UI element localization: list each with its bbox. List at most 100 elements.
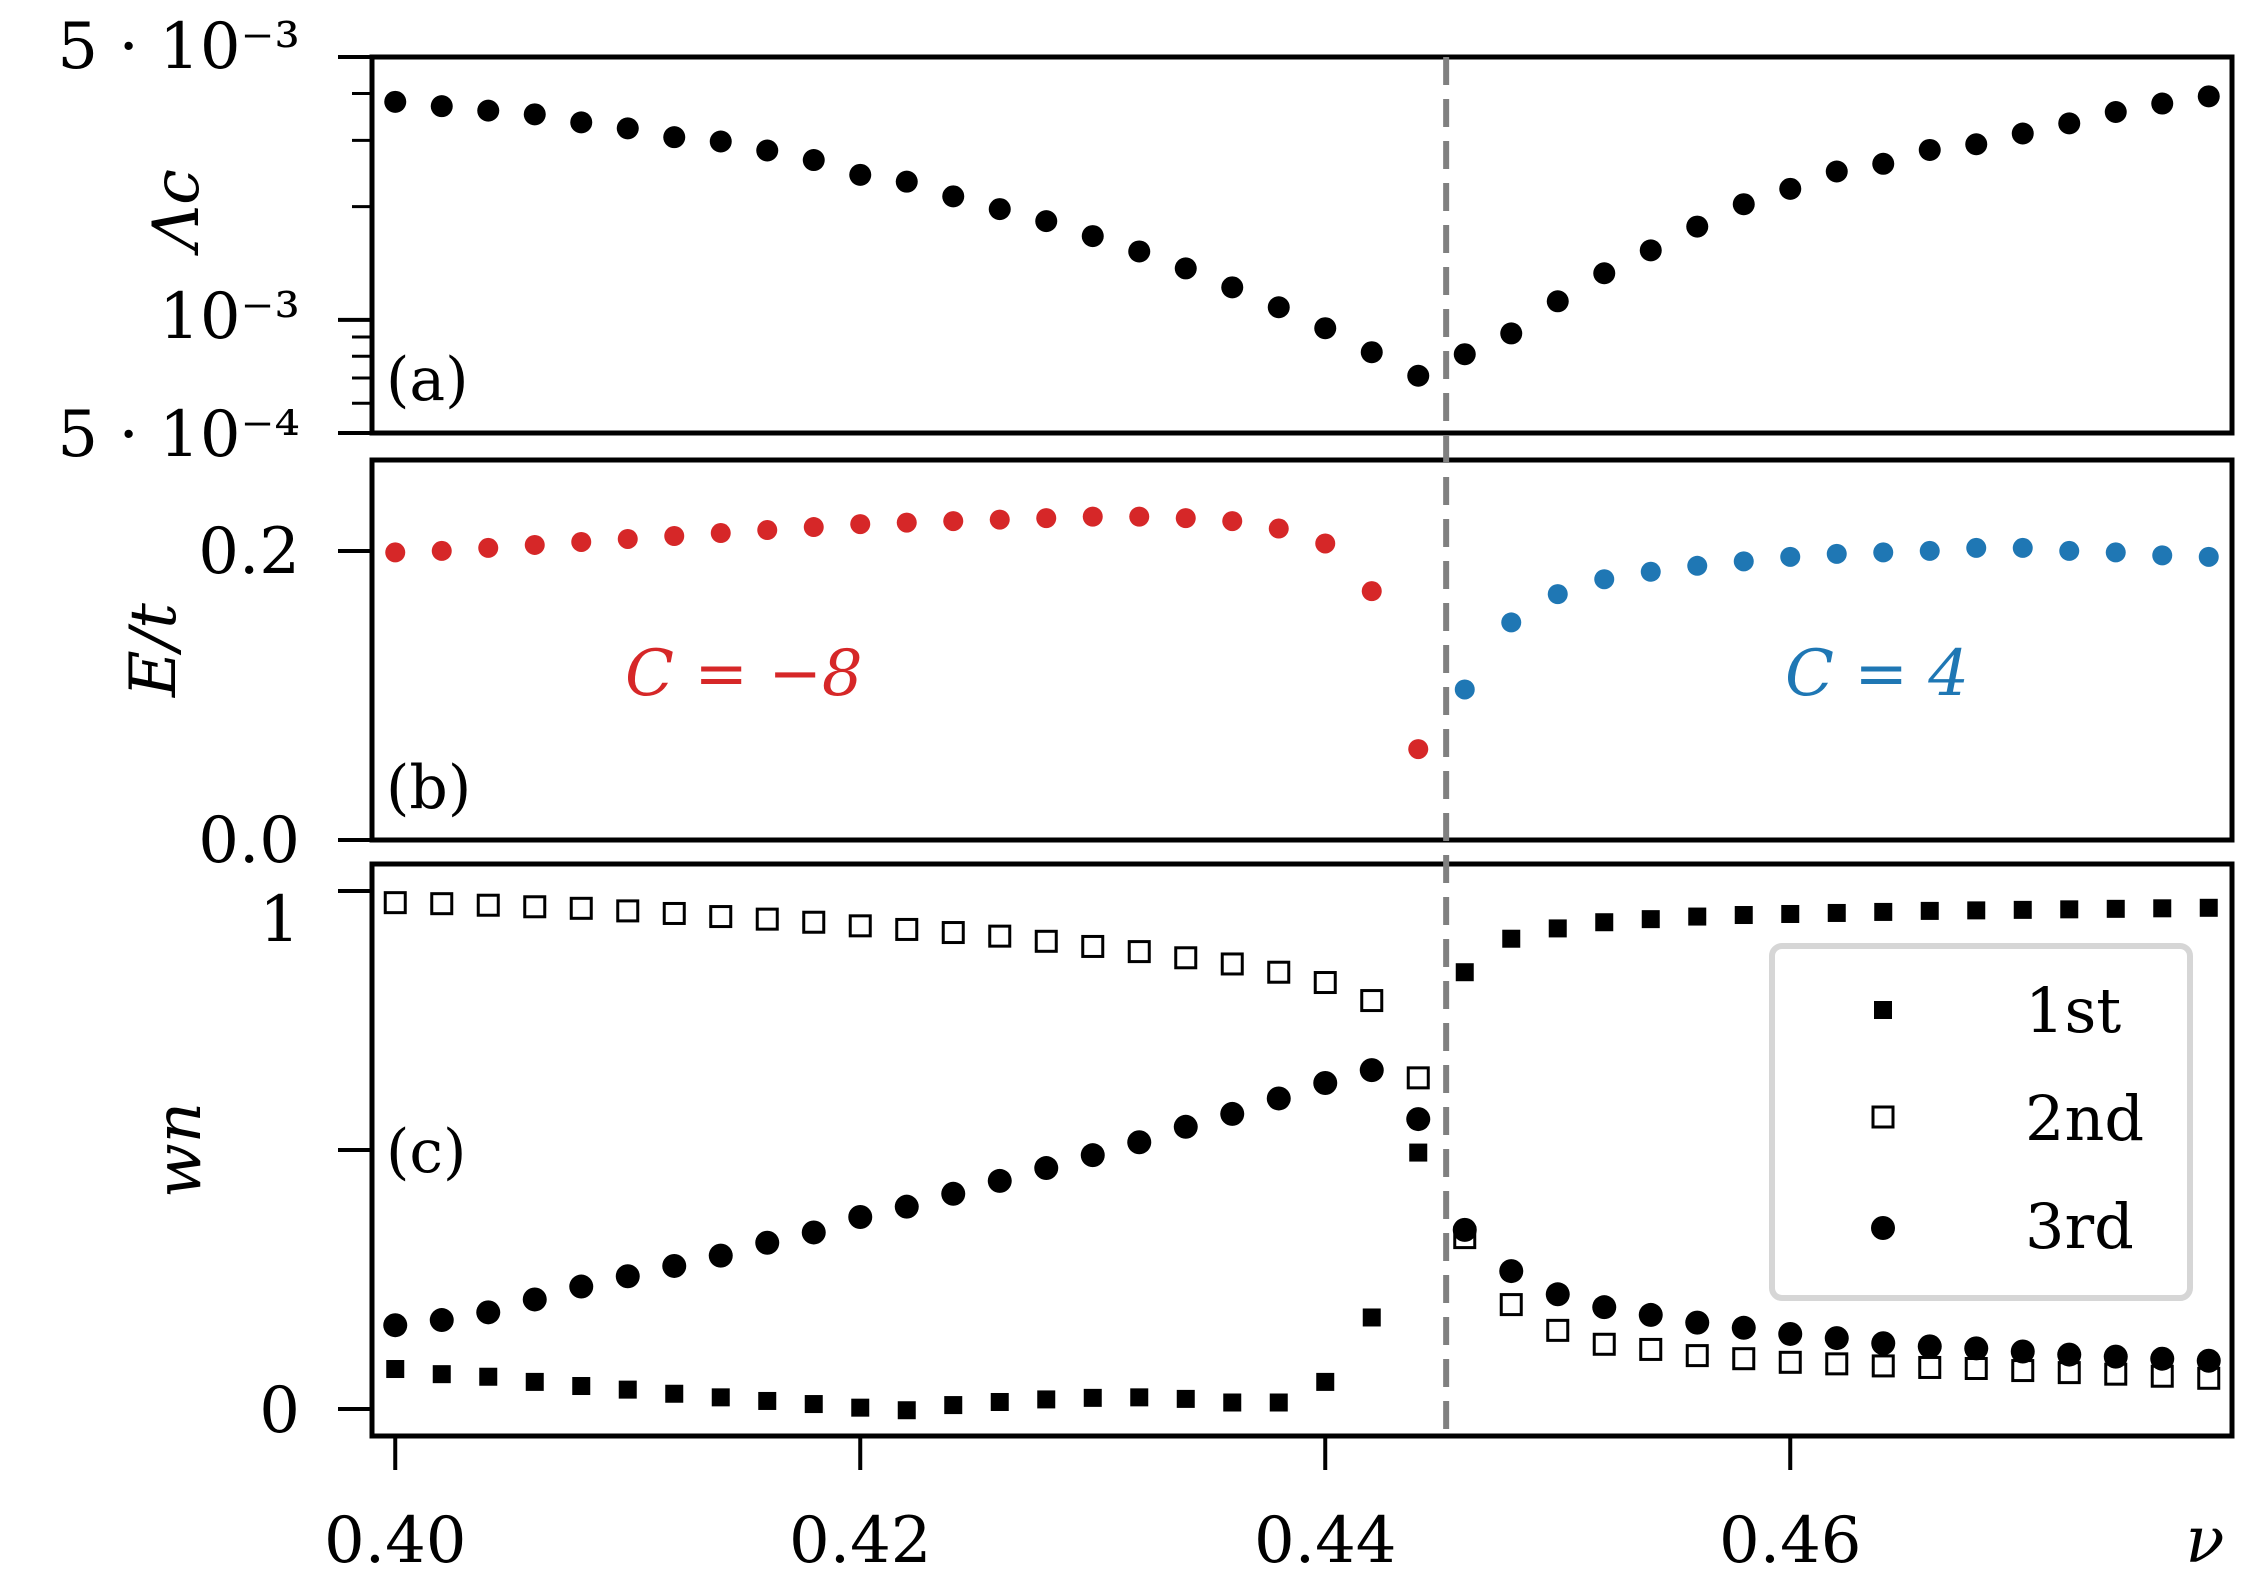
weight-point-3rd xyxy=(1452,1217,1477,1242)
lambda-point xyxy=(1221,276,1244,299)
weight-point-1st xyxy=(990,1392,1009,1411)
lambda-point xyxy=(1593,262,1616,285)
weight-point-2nd xyxy=(1220,952,1244,976)
weight-point-3rd xyxy=(1173,1114,1198,1139)
panel-a-y-ticks xyxy=(338,55,372,435)
panel-a-points xyxy=(384,85,2220,387)
energy-point xyxy=(1733,551,1754,572)
energy-point xyxy=(2198,546,2219,567)
weight-point-2nd xyxy=(383,891,407,915)
lambda-point xyxy=(1918,138,1941,161)
weight-point-3rd xyxy=(1592,1295,1617,1320)
weight-point-2nd xyxy=(430,892,454,916)
weight-point-3rd xyxy=(987,1168,1012,1193)
weight-point-3rd xyxy=(1034,1156,1059,1181)
energy-point xyxy=(1268,518,1289,539)
lambda-point xyxy=(756,139,779,162)
lambda-point xyxy=(709,130,732,153)
weight-point-1st xyxy=(1083,1388,1102,1407)
weight-point-1st xyxy=(2199,898,2218,917)
weight-point-2nd xyxy=(1918,1355,1942,1379)
weight-point-1st xyxy=(525,1372,544,1391)
weight-point-3rd xyxy=(1266,1086,1291,1111)
weight-point-3rd xyxy=(894,1194,919,1219)
weight-point-3rd xyxy=(2057,1342,2082,1367)
weight-point-1st xyxy=(1781,904,1800,923)
weight-point-2nd xyxy=(476,893,500,917)
weight-point-2nd xyxy=(1964,1356,1988,1380)
lambda-point xyxy=(1407,364,1430,387)
x-tick-label: 0.44 xyxy=(1254,1504,1397,1578)
weight-point-1st xyxy=(1641,910,1660,929)
energy-point xyxy=(943,511,964,532)
panel-c-ytick-label-1: 1 xyxy=(259,883,300,957)
lambda-point xyxy=(1500,322,1523,345)
energy-point xyxy=(1408,739,1429,760)
weight-point-1st xyxy=(758,1391,777,1410)
energy-point xyxy=(1082,506,1103,527)
lambda-point xyxy=(2197,85,2220,108)
weight-point-3rd xyxy=(755,1230,780,1255)
weight-point-1st xyxy=(1409,1143,1428,1162)
energy-point xyxy=(478,537,499,558)
energy-point xyxy=(1547,584,1568,605)
lambda-point xyxy=(477,99,500,122)
weight-point-3rd xyxy=(2196,1348,2221,1373)
weight-point-1st xyxy=(1734,906,1753,925)
panel-a-frame xyxy=(369,54,2235,436)
x-tick-label: 0.42 xyxy=(789,1504,932,1578)
lambda-point xyxy=(1035,210,1058,233)
energy-point xyxy=(710,523,731,544)
weight-point-1st xyxy=(479,1367,498,1386)
lambda-point xyxy=(942,185,965,208)
weight-point-2nd xyxy=(569,896,593,920)
weight-point-1st xyxy=(1688,907,1707,926)
lambda-point xyxy=(2151,92,2174,115)
energy-point xyxy=(896,512,917,533)
weight-point-2nd xyxy=(1499,1293,1523,1317)
lambda-point xyxy=(1546,290,1569,313)
weight-point-1st xyxy=(1316,1372,1335,1391)
panel-b-points xyxy=(385,506,2219,760)
legend-label-1st: 1st xyxy=(2025,974,2121,1047)
weight-point-1st xyxy=(1130,1388,1149,1407)
lambda-point xyxy=(802,149,825,172)
weight-point-3rd xyxy=(1917,1334,1942,1359)
energy-point xyxy=(1175,508,1196,529)
panel-c-label: (c) xyxy=(386,1117,466,1187)
panel-b-frame xyxy=(369,457,2235,843)
weight-point-3rd xyxy=(615,1264,640,1289)
energy-point xyxy=(1873,542,1894,563)
lambda-point xyxy=(663,126,686,149)
weight-point-1st xyxy=(1827,903,1846,922)
legend: 1st 2nd 3rd xyxy=(1769,943,2193,1301)
panel-b-label: (b) xyxy=(386,753,471,823)
weight-point-3rd xyxy=(1313,1071,1338,1096)
x-tick-label: 0.46 xyxy=(1719,1504,1862,1578)
weight-point-3rd xyxy=(801,1220,826,1245)
lambda-point xyxy=(1686,215,1709,238)
weight-point-1st xyxy=(1595,913,1614,932)
energy-point xyxy=(2012,537,2033,558)
panel-b: 0.2 0.0 E/t (b) C = −8 C = 4 xyxy=(117,457,2235,878)
weight-point-1st xyxy=(1223,1393,1242,1412)
weight-point-2nd xyxy=(1267,960,1291,984)
weight-point-3rd xyxy=(1220,1101,1245,1126)
weight-point-1st xyxy=(1502,929,1521,948)
weight-point-2nd xyxy=(1546,1318,1570,1342)
weight-point-3rd xyxy=(708,1243,733,1268)
energy-point xyxy=(1780,546,1801,567)
energy-point xyxy=(617,528,638,549)
weight-point-3rd xyxy=(1638,1302,1663,1327)
panel-b-ytick-label-02: 0.2 xyxy=(198,515,300,589)
weight-point-2nd xyxy=(616,899,640,923)
weight-point-2nd xyxy=(709,905,733,929)
weight-point-3rd xyxy=(569,1274,594,1299)
chern-number-right: C = 4 xyxy=(1785,637,1969,711)
energy-point xyxy=(431,540,452,561)
weight-point-1st xyxy=(1037,1390,1056,1409)
weight-point-3rd xyxy=(1731,1315,1756,1340)
weight-point-2nd xyxy=(802,910,826,934)
energy-point xyxy=(1315,533,1336,554)
